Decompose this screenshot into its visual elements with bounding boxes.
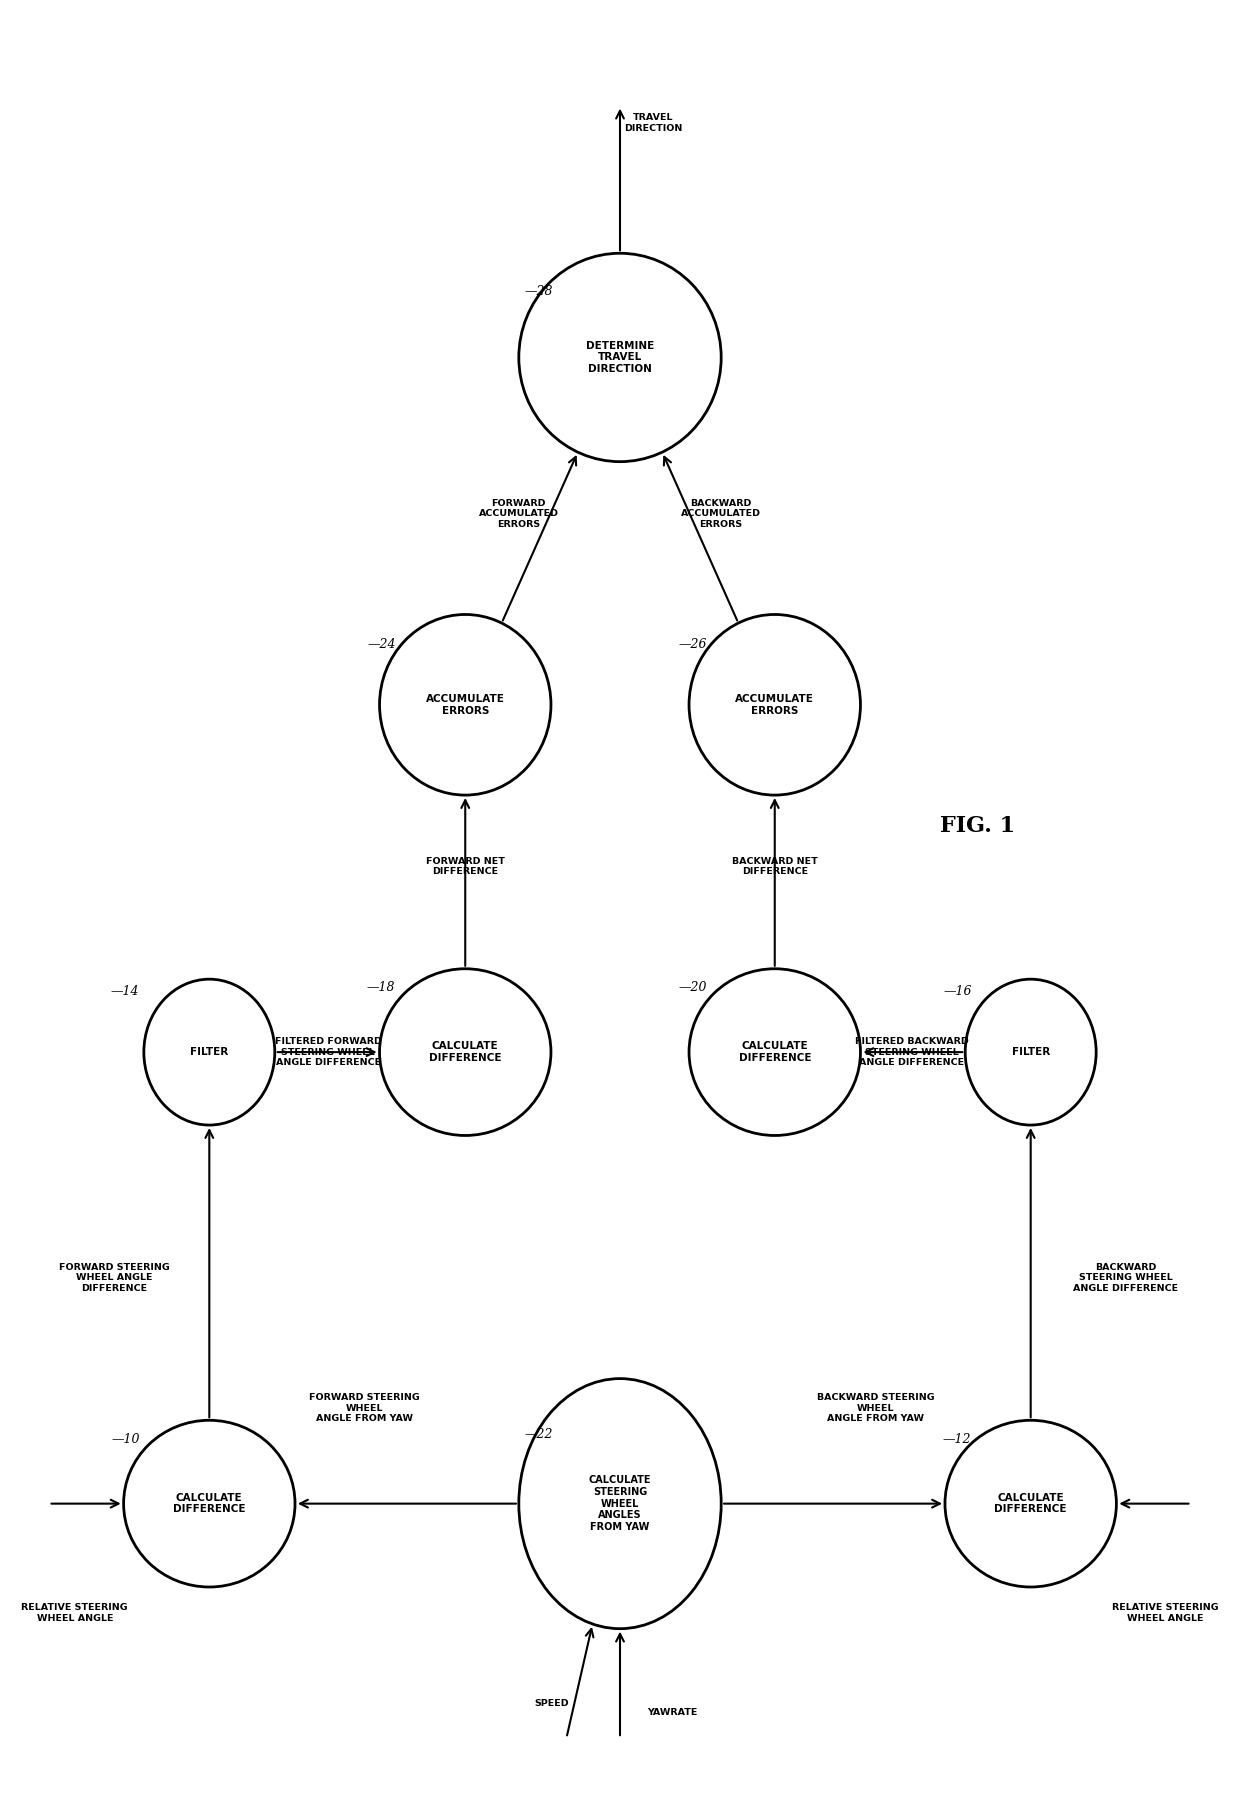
Text: CALCULATE
DIFFERENCE: CALCULATE DIFFERENCE <box>739 1042 811 1064</box>
Text: FILTERED FORWARD
STEERING WHEEL
ANGLE DIFFERENCE: FILTERED FORWARD STEERING WHEEL ANGLE DI… <box>275 1037 382 1067</box>
Text: CALCULATE
DIFFERENCE: CALCULATE DIFFERENCE <box>174 1492 246 1514</box>
Ellipse shape <box>689 970 861 1136</box>
Text: CALCULATE
DIFFERENCE: CALCULATE DIFFERENCE <box>994 1492 1066 1514</box>
Text: —18: —18 <box>367 980 396 995</box>
Text: ACCUMULATE
ERRORS: ACCUMULATE ERRORS <box>735 695 815 716</box>
Ellipse shape <box>379 970 551 1136</box>
Text: —26: —26 <box>678 637 707 651</box>
Text: FORWARD STEERING
WHEEL ANGLE
DIFFERENCE: FORWARD STEERING WHEEL ANGLE DIFFERENCE <box>58 1263 170 1293</box>
Text: —20: —20 <box>678 980 707 995</box>
Text: —10: —10 <box>112 1433 140 1445</box>
Text: FILTER: FILTER <box>190 1047 228 1056</box>
Text: —22: —22 <box>525 1427 553 1440</box>
Text: RELATIVE STEERING
WHEEL ANGLE: RELATIVE STEERING WHEEL ANGLE <box>21 1603 128 1623</box>
Ellipse shape <box>689 615 861 796</box>
Text: —16: —16 <box>944 984 972 999</box>
Text: RELATIVE STEERING
WHEEL ANGLE: RELATIVE STEERING WHEEL ANGLE <box>1112 1603 1219 1623</box>
Text: —14: —14 <box>110 984 139 999</box>
Text: FILTERED BACKWARD
STEERING WHEEL
ANGLE DIFFERENCE: FILTERED BACKWARD STEERING WHEEL ANGLE D… <box>854 1037 968 1067</box>
Text: —12: —12 <box>942 1433 971 1445</box>
Text: FORWARD NET
DIFFERENCE: FORWARD NET DIFFERENCE <box>425 857 505 876</box>
Ellipse shape <box>965 979 1096 1125</box>
Ellipse shape <box>945 1420 1116 1586</box>
Text: FORWARD
ACCUMULATED
ERRORS: FORWARD ACCUMULATED ERRORS <box>479 499 559 528</box>
Text: BACKWARD
ACCUMULATED
ERRORS: BACKWARD ACCUMULATED ERRORS <box>681 499 761 528</box>
Text: FILTER: FILTER <box>1012 1047 1050 1056</box>
Text: CALCULATE
DIFFERENCE: CALCULATE DIFFERENCE <box>429 1042 501 1064</box>
Text: YAWRATE: YAWRATE <box>647 1708 698 1717</box>
Ellipse shape <box>518 253 722 461</box>
Text: —28: —28 <box>525 286 553 298</box>
Text: BACKWARD STEERING
WHEEL
ANGLE FROM YAW: BACKWARD STEERING WHEEL ANGLE FROM YAW <box>817 1393 935 1424</box>
Ellipse shape <box>144 979 275 1125</box>
Text: FORWARD STEERING
WHEEL
ANGLE FROM YAW: FORWARD STEERING WHEEL ANGLE FROM YAW <box>309 1393 419 1424</box>
Ellipse shape <box>518 1378 722 1628</box>
Text: FIG. 1: FIG. 1 <box>940 816 1014 838</box>
Text: DETERMINE
TRAVEL
DIRECTION: DETERMINE TRAVEL DIRECTION <box>585 340 655 374</box>
Text: BACKWARD NET
DIFFERENCE: BACKWARD NET DIFFERENCE <box>732 857 817 876</box>
Ellipse shape <box>124 1420 295 1586</box>
Text: SPEED: SPEED <box>534 1699 569 1708</box>
Text: —24: —24 <box>368 637 397 651</box>
Text: ACCUMULATE
ERRORS: ACCUMULATE ERRORS <box>425 695 505 716</box>
Text: TRAVEL
DIRECTION: TRAVEL DIRECTION <box>624 114 682 132</box>
Text: BACKWARD
STEERING WHEEL
ANGLE DIFFERENCE: BACKWARD STEERING WHEEL ANGLE DIFFERENCE <box>1074 1263 1178 1293</box>
Ellipse shape <box>379 615 551 796</box>
Text: CALCULATE
STEERING
WHEEL
ANGLES
FROM YAW: CALCULATE STEERING WHEEL ANGLES FROM YAW <box>589 1476 651 1532</box>
